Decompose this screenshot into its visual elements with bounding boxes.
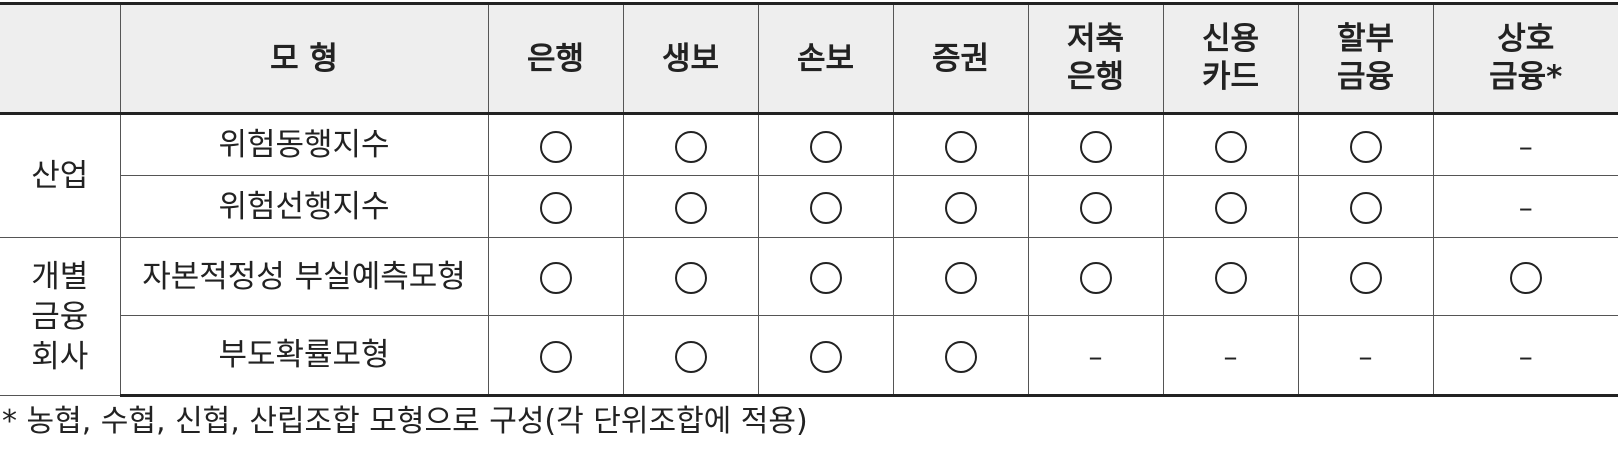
mark-cell [487, 175, 624, 238]
header-bank: 은행 [487, 2, 624, 115]
group-industry: 산업 [0, 113, 121, 238]
circle-mark-icon [674, 340, 707, 373]
mark-cell [487, 237, 624, 316]
circle-mark-icon [539, 262, 572, 294]
model-name-cell: 자본적정성 부실예측모형 [119, 237, 489, 316]
circle-mark-icon [1079, 192, 1112, 224]
header-savings-bank: 저축 은행 [1027, 2, 1164, 115]
circle-mark-icon [1349, 192, 1382, 224]
mark-cell [487, 315, 624, 397]
mark-cell [892, 175, 1029, 238]
circle-mark-icon [539, 130, 572, 163]
circle-mark-icon [944, 340, 977, 373]
table-row: 산업 위험동행지수 – [0, 113, 1618, 238]
header-non-life-insurance: 손보 [757, 2, 894, 115]
dash-mark: – [1358, 339, 1373, 373]
mark-cell [1162, 175, 1299, 238]
mark-cell [1162, 237, 1299, 316]
mark-cell [757, 113, 894, 176]
circle-mark-icon [809, 192, 842, 224]
circle-mark-icon [809, 262, 842, 294]
circle-mark-icon [539, 192, 572, 224]
circle-mark-icon [809, 340, 842, 373]
circle-mark-icon [674, 192, 707, 224]
mark-cell: – [1432, 315, 1618, 397]
header-life-insurance: 생보 [622, 2, 759, 115]
mark-cell [892, 315, 1029, 397]
circle-mark-icon [1079, 130, 1112, 163]
mark-cell [1027, 237, 1164, 316]
table-row: 개별 금융 회사 자본적정성 부실예측모형 [0, 237, 1618, 396]
mark-cell [757, 315, 894, 397]
circle-mark-icon [944, 192, 977, 224]
mark-cell [1027, 113, 1164, 176]
model-name-cell: 위험선행지수 [120, 175, 489, 238]
header-installment-finance: 할부 금융 [1297, 2, 1434, 115]
group-individual-firms: 개별 금융 회사 [0, 237, 121, 396]
dash-mark: – [1223, 339, 1238, 373]
circle-mark-icon [674, 262, 707, 294]
model-name-cell: 위험동행지수 [119, 113, 489, 176]
dash-mark: – [1088, 339, 1103, 373]
mark-cell [622, 315, 759, 397]
header-mutual-finance: 상호 금융* [1432, 2, 1618, 115]
dash-mark: – [1518, 129, 1533, 163]
mark-cell [1297, 175, 1434, 238]
dash-mark: – [1518, 339, 1533, 373]
header-row: 모 형 은행 생보 손보 증권 저축 은행 신용 카드 할부 금융 상호 금융* [0, 2, 1618, 115]
mark-cell: – [1162, 315, 1299, 397]
circle-mark-icon [1214, 192, 1247, 224]
mark-cell: – [1432, 113, 1618, 176]
table-row: 위험선행지수 – [0, 175, 1618, 238]
circle-mark-icon [944, 130, 977, 163]
circle-mark-icon [944, 262, 977, 294]
mark-cell [892, 237, 1029, 316]
header-blank-cell [0, 2, 121, 115]
circle-mark-icon [1349, 130, 1382, 163]
dash-mark: – [1518, 191, 1533, 224]
header-model: 모 형 [119, 2, 489, 115]
mark-cell [1297, 237, 1434, 316]
mark-cell [1027, 175, 1164, 238]
header-securities: 증권 [892, 2, 1029, 115]
mark-cell [757, 175, 894, 238]
table-row: 부도확률모형 – – – – [0, 315, 1618, 397]
circle-mark-icon [809, 130, 842, 163]
model-applicability-table: 모 형 은행 생보 손보 증권 저축 은행 신용 카드 할부 금융 상호 금융*… [0, 2, 1618, 397]
mark-cell [487, 113, 624, 176]
header-credit-card: 신용 카드 [1162, 2, 1299, 115]
mark-cell [892, 113, 1029, 176]
mark-cell: – [1027, 315, 1164, 397]
circle-mark-icon [1349, 262, 1382, 294]
mark-cell [1162, 113, 1299, 176]
mark-cell [1432, 237, 1618, 316]
footnote: * 농협, 수협, 신협, 산립조합 모형으로 구성(각 단위조합에 적용) [2, 404, 808, 439]
circle-mark-icon [674, 130, 707, 163]
mark-cell [757, 237, 894, 316]
circle-mark-icon [1079, 262, 1112, 294]
model-name-cell: 부도확률모형 [120, 315, 489, 397]
mark-cell [1297, 113, 1434, 176]
circle-mark-icon [1214, 130, 1247, 163]
mark-cell [622, 237, 759, 316]
mark-cell: – [1432, 175, 1618, 238]
circle-mark-icon [539, 340, 572, 373]
mark-cell [622, 113, 759, 176]
mark-cell [622, 175, 759, 238]
circle-mark-icon [1509, 262, 1542, 294]
circle-mark-icon [1214, 262, 1247, 294]
mark-cell: – [1297, 315, 1434, 397]
